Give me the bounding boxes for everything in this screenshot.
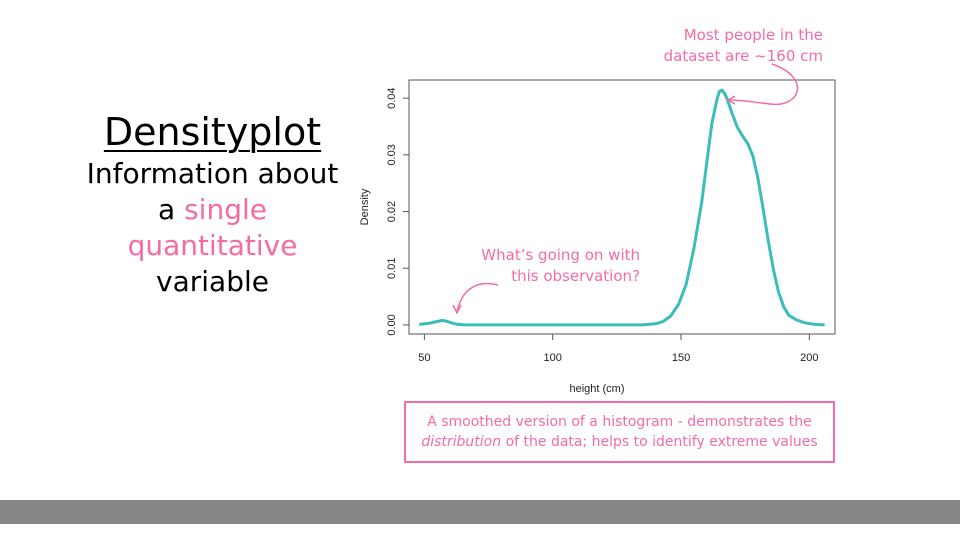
subtitle-highlight-quantitative: quantitative <box>127 229 298 262</box>
x-axis: 50 100 150 200 <box>418 334 819 364</box>
peak-arrow <box>727 63 799 106</box>
plot-frame <box>408 79 836 335</box>
x-tick-label: 200 <box>800 352 818 364</box>
slide-title: Densityplot <box>103 110 322 154</box>
subtitle-line-4: variable <box>156 265 269 298</box>
caption-box: A smoothed version of a histogram - demo… <box>404 401 835 463</box>
footer-bar <box>0 500 960 524</box>
outlier-annotation: What’s going on with this observation? <box>440 245 640 287</box>
subtitle-line-1: Information about <box>86 157 339 190</box>
outlier-annotation-line-2: this observation? <box>511 267 640 285</box>
x-axis-label: height (cm) <box>569 383 624 395</box>
y-tick-label: 0.04 <box>386 87 398 108</box>
caption-italic-distribution: distribution <box>421 434 502 450</box>
caption-line-1: A smoothed version of a histogram - demo… <box>427 414 812 430</box>
y-tick-label: 0.02 <box>386 201 398 222</box>
y-tick-label: 0.03 <box>386 144 398 165</box>
peak-annotation-line-1: Most people in the <box>683 26 823 44</box>
outlier-annotation-line-1: What’s going on with <box>481 246 640 264</box>
density-curve <box>419 88 825 327</box>
y-axis: 0.00 0.01 0.02 0.03 0.04 <box>386 87 409 336</box>
title-block: Densityplot Information about a single q… <box>60 108 365 300</box>
outlier-arrowhead <box>452 304 462 315</box>
x-tick-label: 150 <box>672 352 690 364</box>
y-axis-label: Density <box>359 188 371 225</box>
peak-arrowhead <box>726 95 736 105</box>
subtitle-prefix: a <box>158 193 185 226</box>
y-tick-label: 0.01 <box>386 258 398 279</box>
caption-line-2-rest: of the data; helps to identify extreme v… <box>501 434 818 450</box>
x-tick-label: 100 <box>544 352 562 364</box>
peak-annotation-line-2: dataset are ~160 cm <box>663 47 823 65</box>
subtitle-highlight-single: single <box>184 193 267 226</box>
x-tick-label: 50 <box>418 352 430 364</box>
caption-line-2: distribution of the data; helps to ident… <box>406 432 833 452</box>
subtitle-line-2: a single <box>60 192 365 228</box>
peak-annotation: Most people in the dataset are ~160 cm <box>603 25 823 67</box>
y-tick-label: 0.00 <box>386 314 398 335</box>
outlier-arrow <box>456 282 499 313</box>
